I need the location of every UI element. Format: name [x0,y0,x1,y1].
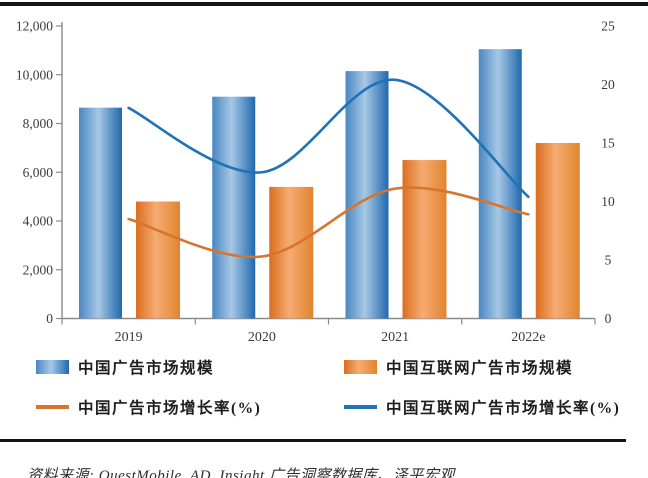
x-axis-label: 2019 [115,330,143,345]
secondary-y-axis-label: 25 [601,19,615,34]
y-axis-label: 10,000 [16,67,53,82]
legend-item-china-ad-growth-rate: 中国广告市场增长率(%) [36,397,261,417]
bar-series0-2020 [212,96,256,319]
legend-label: 中国互联网广告市场规模 [386,360,574,377]
blue-line-swatch-icon [344,405,377,409]
top-divider [0,2,648,6]
trend-line-series3 [127,78,530,199]
legend-item-china-internet-ad-market-size: 中国互联网广告市场规模 [344,357,573,377]
secondary-y-axis-label: 10 [601,194,615,209]
y-axis-label: 8,000 [23,116,54,131]
x-axis-label: 2020 [248,330,276,345]
secondary-y-axis-label: 15 [601,136,615,151]
bar-series0-2021 [345,71,389,319]
bar-series1-2021 [402,160,447,319]
legend-item-china-ad-market-size: 中国广告市场规模 [36,357,214,377]
x-axis-label: 2021 [381,330,409,345]
source-divider [0,439,626,442]
x-axis-label: 2022e [511,330,545,345]
blue-bar-swatch-icon [36,360,69,374]
y-axis-label: 4,000 [23,214,54,229]
bar-series0-2019 [79,107,122,319]
source-note: 资料来源: QuestMobile AD Insight 广告洞察数据库、泽平宏… [10,447,455,478]
orange-line-swatch-icon [36,405,69,409]
y-axis-label: 6,000 [23,165,54,180]
legend-label: 中国互联网广告市场增长率(%) [386,400,621,417]
combo-chart: 0 2,000 4,000 6,000 8,000 10,000 12,000 0 5 10 15 2… [16,19,615,346]
y-axis-label: 0 [46,311,53,326]
secondary-y-axis-label: 5 [605,253,612,268]
legend-label: 中国广告市场增长率(%) [78,400,262,417]
bar-series1-2019 [136,201,180,319]
secondary-y-axis-label: 20 [601,77,615,92]
secondary-y-axis-label: 0 [605,311,612,326]
trend-line-series2 [127,186,530,259]
source-text: 资料来源: QuestMobile AD Insight 广告洞察数据库、泽平宏… [27,468,455,478]
legend-item-china-internet-ad-growth-rate: 中国互联网广告市场增长率(%) [344,397,620,417]
y-axis-label: 12,000 [16,19,53,34]
legend-label: 中国广告市场规模 [78,360,215,377]
y-axis-label: 2,000 [23,262,54,277]
bar-series1-2022e [535,143,580,319]
orange-bar-swatch-icon [344,360,377,374]
